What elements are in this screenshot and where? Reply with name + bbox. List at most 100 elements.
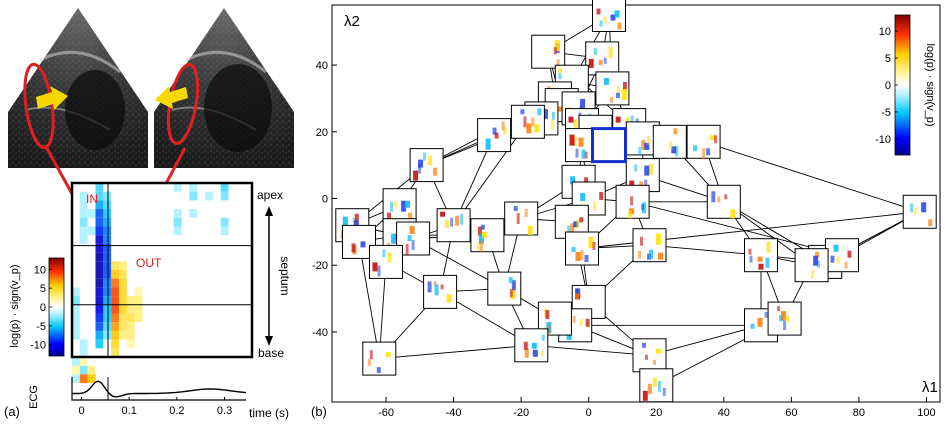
heatmap-cell xyxy=(220,226,229,236)
heatmap-cell xyxy=(111,339,119,349)
thumbnail-blob xyxy=(764,311,768,318)
thumbnail-blob xyxy=(656,348,661,354)
scatter-ytick-label: -20 xyxy=(312,260,328,272)
thumbnail-blob xyxy=(531,117,535,127)
thumbnail-blob xyxy=(817,260,821,268)
scatter-point-thumbnail xyxy=(510,104,545,139)
scatter-ytick-label: -40 xyxy=(312,327,328,339)
scatter-point-thumbnail xyxy=(615,184,650,219)
scatter-point-thumbnail xyxy=(639,368,674,403)
thumbnail-blob xyxy=(724,194,728,200)
colorbar-a-tick-label: -5 xyxy=(36,321,46,333)
scatter-xtick-label: 40 xyxy=(718,407,730,419)
heatmap-cell xyxy=(95,313,104,323)
heatmap-cell xyxy=(103,243,112,253)
heatmap-cell xyxy=(118,296,127,305)
thumbnail-blob xyxy=(501,121,505,131)
thumbnail-blob xyxy=(748,248,752,255)
scatter-point-thumbnail xyxy=(652,124,687,159)
thumbnail-blob xyxy=(644,165,650,176)
thumbnail-blob xyxy=(387,212,392,223)
heatmap-cell xyxy=(95,209,104,218)
heatmap-cell xyxy=(79,200,88,210)
thumbnail-blob xyxy=(750,323,755,329)
colorbar-b-tick-label: 5 xyxy=(885,53,891,65)
scatter-ylabel: λ2 xyxy=(344,13,360,30)
heatmap-cell xyxy=(72,296,80,305)
heatmap-cell xyxy=(103,217,112,227)
thumbnail-blob xyxy=(645,354,648,360)
thumbnail-blob xyxy=(608,46,613,58)
heatmap-cell xyxy=(87,365,96,375)
thumbnail-blob xyxy=(830,255,835,263)
thumbnail-blob xyxy=(477,226,482,236)
thumbnail-blob xyxy=(479,240,483,252)
thumbnail-blob xyxy=(553,47,557,55)
thumbnail-blob xyxy=(558,73,562,80)
heatmap-cell xyxy=(72,357,80,366)
thumbnail-blob xyxy=(573,221,579,228)
scatter-point-thumbnail xyxy=(487,271,522,306)
thumbnail-blob xyxy=(575,293,580,300)
thumbnail-blob xyxy=(657,380,661,392)
thumbnail-blob xyxy=(588,58,594,68)
thumbnail-blob xyxy=(702,148,706,160)
heatmap-cell xyxy=(126,322,135,331)
colorbar-a-tick-label: 5 xyxy=(40,283,46,295)
thumbnail-blob xyxy=(675,146,679,157)
thumbnail-blob xyxy=(413,170,419,181)
thumbnail-blob xyxy=(647,383,652,394)
heatmap-cell xyxy=(103,270,112,279)
thumbnail-blob xyxy=(575,148,579,158)
thumbnail-blob xyxy=(580,193,586,201)
heatmap-cell xyxy=(220,217,229,227)
heatmap-cell xyxy=(111,261,119,270)
septum-label: septum xyxy=(278,256,292,295)
thumbnail-blob xyxy=(653,359,656,365)
thumbnail-blob xyxy=(603,57,607,64)
thumbnail-blob xyxy=(354,213,359,222)
heatmap-cell xyxy=(173,209,182,218)
colorbar-a-tick-label: -10 xyxy=(30,340,46,352)
ecg-xtick-label: 0 xyxy=(78,405,84,417)
thumbnail-blob xyxy=(584,177,589,185)
heatmap-cell xyxy=(95,296,104,305)
heatmap-cell xyxy=(95,217,104,227)
scatter-point-thumbnail xyxy=(362,341,397,376)
colorbar-b: 10 5 0 -5 -10 log(p) · sign(v_p) xyxy=(875,14,936,156)
thumbnail-blob xyxy=(921,202,927,213)
septum-axis-arrow xyxy=(265,206,273,346)
colorbar-a-tick-label: 10 xyxy=(34,264,46,276)
thumbnail-frame xyxy=(369,244,403,279)
thumbnail-blob xyxy=(783,320,787,331)
thumbnail-blob xyxy=(730,209,736,219)
ecg-xtick-label: 0.1 xyxy=(122,405,137,417)
heatmap-cell xyxy=(173,226,182,236)
heatmap-cell xyxy=(118,287,127,297)
thumbnail-blob xyxy=(758,263,764,270)
scatter-xtick-label: 80 xyxy=(853,407,865,419)
thumbnail-blob xyxy=(656,233,661,245)
thumbnail-blob xyxy=(503,126,507,135)
thumbnail-blob xyxy=(494,132,499,139)
scatter-edge xyxy=(453,121,529,226)
thumbnail-blob xyxy=(427,281,432,293)
thumbnail-blob xyxy=(478,233,484,244)
scatter-point-thumbnail xyxy=(565,231,599,266)
thumbnail-frame xyxy=(825,238,859,273)
thumbnail-blob xyxy=(815,251,820,258)
heatmap-cell xyxy=(111,348,119,357)
heatmap-cell xyxy=(189,209,198,218)
heatmap-cell xyxy=(189,191,198,201)
thumbnail-blob xyxy=(649,249,653,259)
thumbnail-blob xyxy=(569,134,575,146)
heatmap-cell xyxy=(111,313,119,323)
thumbnail-blob xyxy=(554,40,560,52)
thumbnail-blob xyxy=(446,294,452,303)
colorbar-b-tick-label: -5 xyxy=(881,107,891,119)
thumbnail-blob xyxy=(634,164,638,172)
scatter-xtick-label: 20 xyxy=(650,407,662,419)
thumbnail-blob xyxy=(390,201,394,212)
thumbnail-blob xyxy=(671,146,677,154)
scatter-edge xyxy=(358,241,380,359)
